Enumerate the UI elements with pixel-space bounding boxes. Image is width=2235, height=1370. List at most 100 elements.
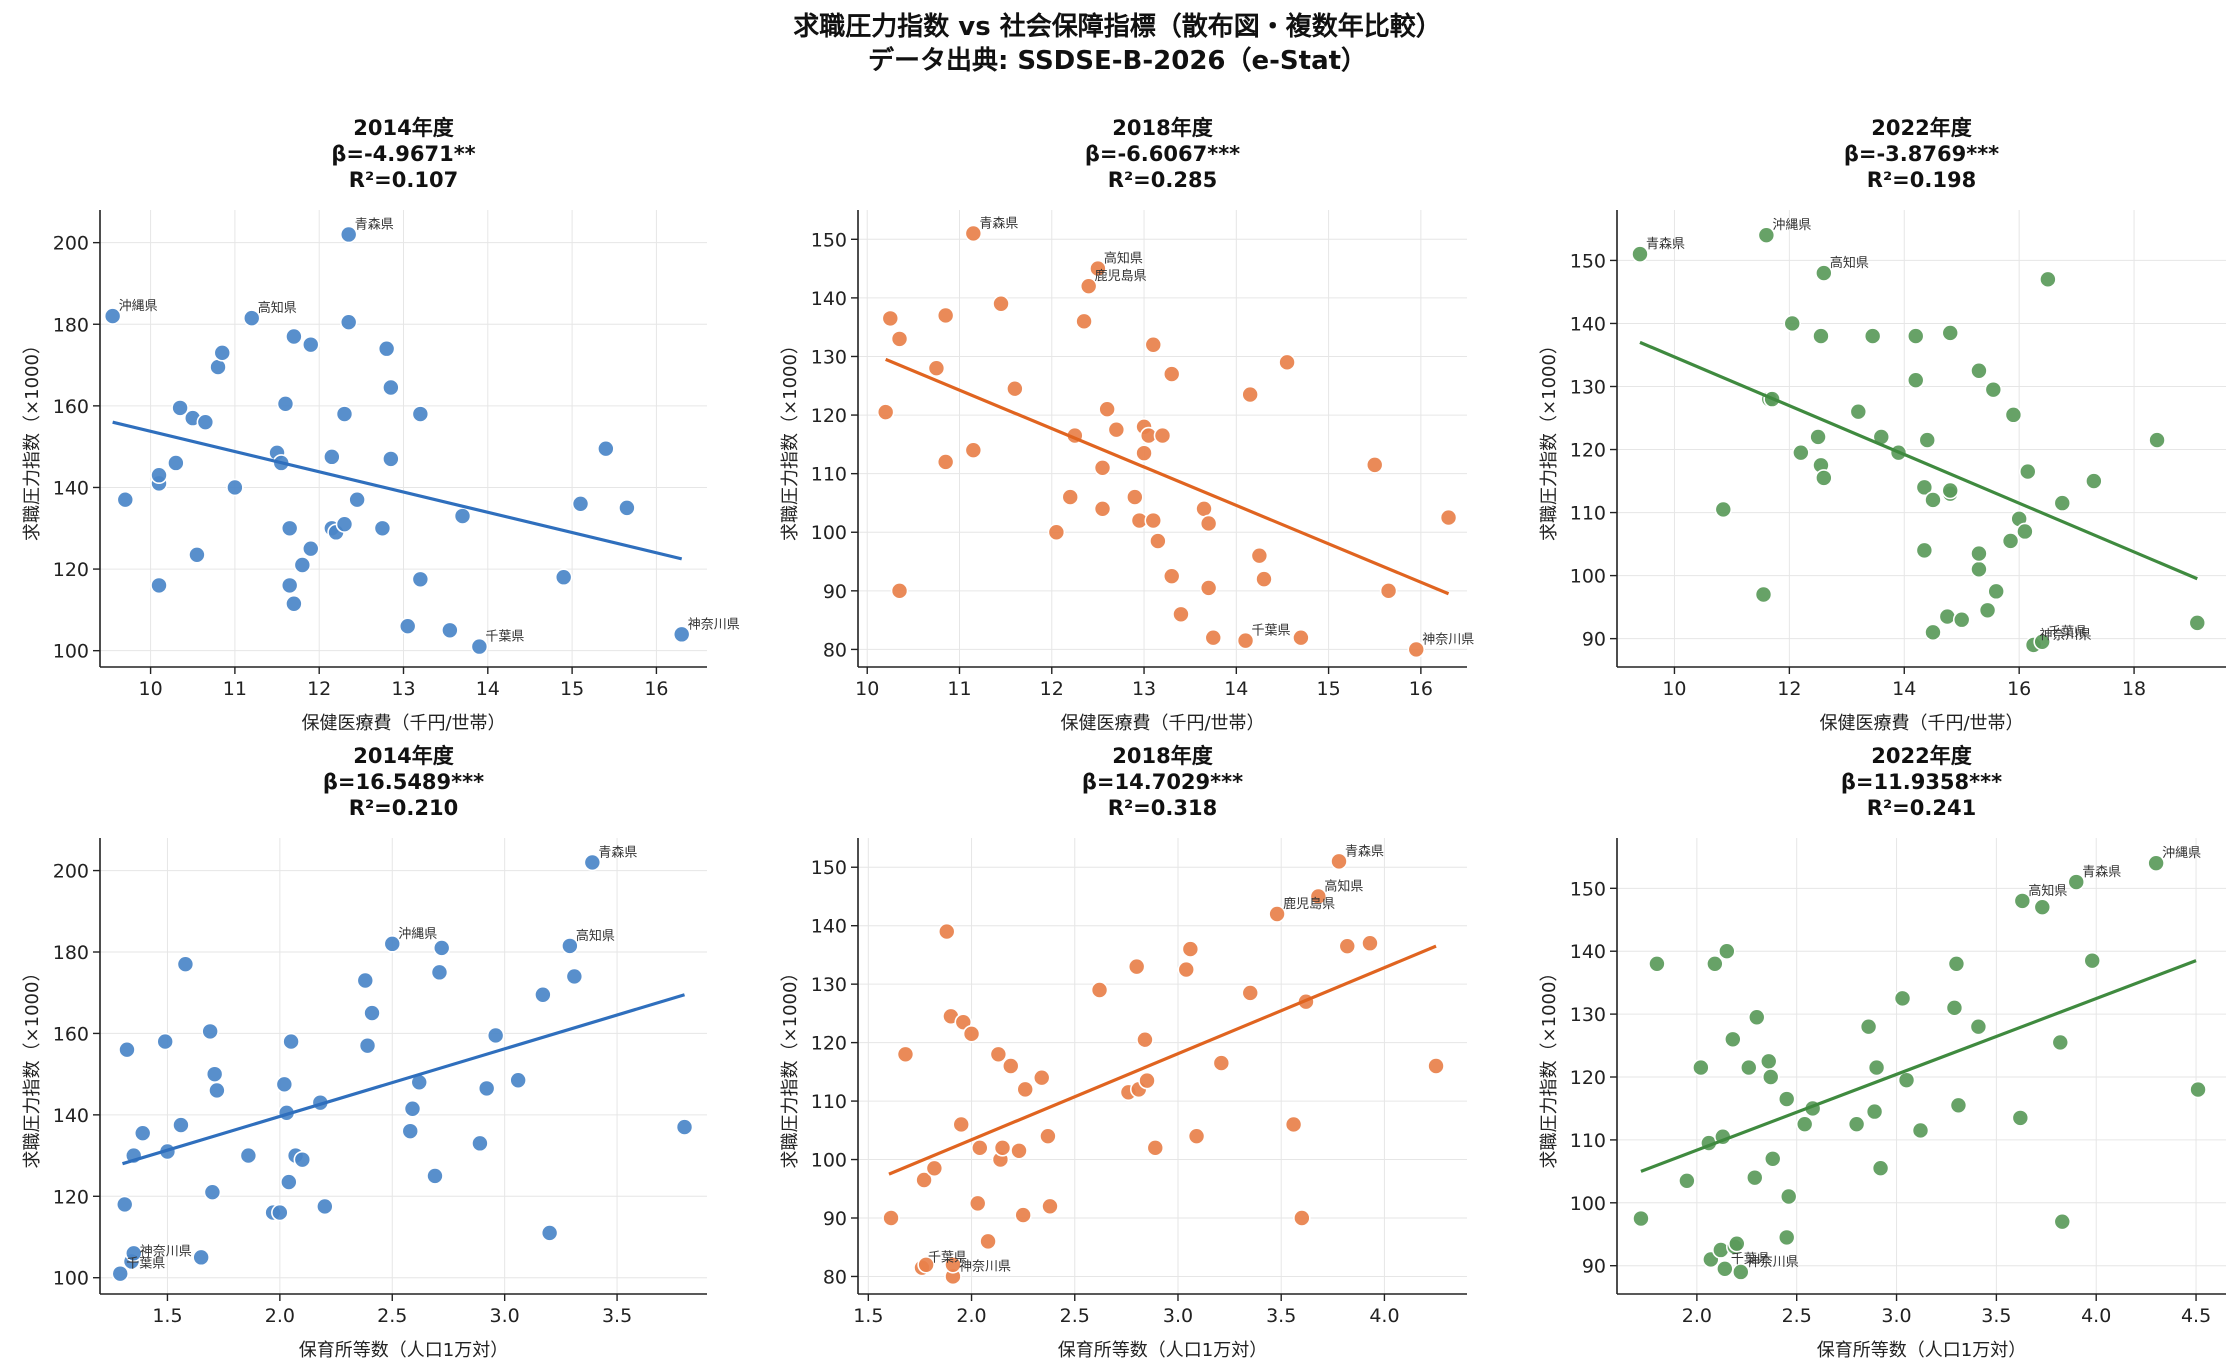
scatter-panel: 10 11 12 13 14 15 16 100 120 140 160 180 200 保健医療費（千円… — [22, 116, 740, 734]
data-point — [1759, 1052, 1778, 1071]
data-point — [936, 453, 955, 471]
data-point — [2147, 854, 2165, 872]
x-tick-label: 2.5 — [1782, 1305, 1812, 1327]
x-tick-label: 2.0 — [265, 1305, 295, 1327]
data-point — [1199, 514, 1218, 533]
x-tick-label: 3.5 — [602, 1305, 632, 1327]
y-tick-label: 100 — [1570, 566, 1606, 588]
data-point — [1865, 1102, 1884, 1121]
point-annotation: 神奈川県 — [2040, 628, 2092, 643]
data-point — [2004, 406, 2023, 424]
x-tick-label: 10 — [855, 678, 879, 700]
data-point — [561, 937, 579, 955]
y-axis-label: 求職圧力指数（×1000） — [22, 336, 43, 541]
point-annotation: 神奈川県 — [140, 1244, 192, 1259]
point-annotation: 高知県 — [576, 928, 615, 944]
panel-title: β=11.9358*** — [1841, 770, 2002, 794]
data-point — [1941, 324, 1960, 342]
data-point — [301, 539, 320, 558]
data-point — [989, 1045, 1008, 1064]
data-point — [172, 1116, 190, 1134]
data-point — [115, 1195, 134, 1214]
y-axis-label: 求職圧力指数（×1000） — [22, 964, 43, 1169]
data-point — [356, 971, 375, 990]
data-point — [335, 405, 354, 423]
data-point — [1006, 379, 1024, 398]
data-point — [1718, 942, 1736, 961]
data-point — [1692, 1058, 1710, 1077]
y-tick-label: 110 — [1570, 503, 1606, 525]
data-point — [1293, 1209, 1311, 1227]
data-point — [2189, 1080, 2207, 1099]
data-point — [970, 1139, 989, 1157]
data-point — [1728, 1234, 1746, 1253]
data-point — [377, 339, 396, 358]
data-point — [1236, 631, 1255, 650]
data-point — [339, 313, 358, 332]
data-point — [1945, 999, 1964, 1017]
panel-title: 2014年度 — [353, 744, 453, 768]
data-point — [213, 344, 232, 362]
x-axis-label: 保健医療費（千円/世帯） — [301, 713, 505, 734]
data-point — [962, 1025, 981, 1043]
data-point — [1162, 567, 1181, 585]
data-point — [441, 621, 459, 640]
data-point — [1947, 954, 1966, 973]
data-point — [348, 490, 366, 509]
y-tick-label: 90 — [1582, 629, 1606, 651]
data-point — [964, 224, 983, 243]
data-point — [1849, 402, 1868, 421]
data-point — [2148, 431, 2166, 449]
y-tick-label: 140 — [811, 916, 847, 938]
data-point — [1284, 1115, 1303, 1134]
data-point — [150, 576, 168, 595]
data-point — [275, 1075, 294, 1094]
scatter-panel: 1.5 2.0 2.5 3.0 3.5 100 120 140 160 180 200 保育所等数（人… — [22, 744, 707, 1361]
data-point — [876, 403, 895, 421]
data-point — [2039, 270, 2057, 289]
data-point — [203, 1183, 222, 1202]
x-tick-label: 13 — [391, 678, 415, 700]
data-point — [2085, 472, 2103, 490]
data-point — [1706, 954, 1724, 973]
y-tick-label: 90 — [823, 581, 847, 603]
y-axis-label: 求職圧力指数（×1000） — [1539, 336, 1560, 541]
data-point — [1893, 989, 1912, 1008]
point-annotation: 鹿児島県 — [1095, 268, 1147, 284]
data-point — [2083, 951, 2102, 970]
data-point — [1761, 1068, 1780, 1086]
data-point — [979, 1232, 997, 1251]
regression-line — [888, 944, 1437, 1176]
data-point — [196, 413, 215, 431]
y-tick-label: 100 — [811, 1150, 847, 1172]
data-point — [1090, 981, 1109, 999]
regression-line — [122, 993, 685, 1166]
x-tick-label: 15 — [560, 678, 584, 700]
data-point — [280, 1173, 298, 1191]
data-point — [917, 1255, 935, 1274]
x-tick-label: 2.0 — [1682, 1305, 1712, 1327]
x-tick-label: 13 — [1132, 678, 1156, 700]
data-point — [373, 519, 392, 538]
x-tick-label: 3.0 — [490, 1305, 520, 1327]
data-point — [1915, 478, 1934, 497]
x-tick-label: 14 — [1892, 678, 1916, 700]
data-point — [1093, 500, 1112, 518]
data-point — [1001, 1057, 1020, 1075]
data-point — [915, 1171, 933, 1189]
data-point — [1941, 481, 1960, 500]
panel-title: R²=0.107 — [349, 168, 458, 192]
panel-title: 2018年度 — [1112, 116, 1212, 140]
y-tick-label: 140 — [53, 1105, 89, 1127]
x-tick-label: 14 — [476, 678, 500, 700]
data-point — [426, 1167, 444, 1185]
data-point — [382, 450, 400, 468]
x-tick-label: 1.5 — [152, 1305, 182, 1327]
data-point — [2001, 532, 2020, 550]
y-tick-label: 150 — [811, 857, 847, 879]
y-tick-label: 130 — [811, 974, 847, 996]
data-point — [1847, 1115, 1866, 1133]
data-point — [1918, 431, 1937, 449]
data-point — [1863, 327, 1882, 345]
point-annotation: 神奈川県 — [1747, 1255, 1799, 1270]
